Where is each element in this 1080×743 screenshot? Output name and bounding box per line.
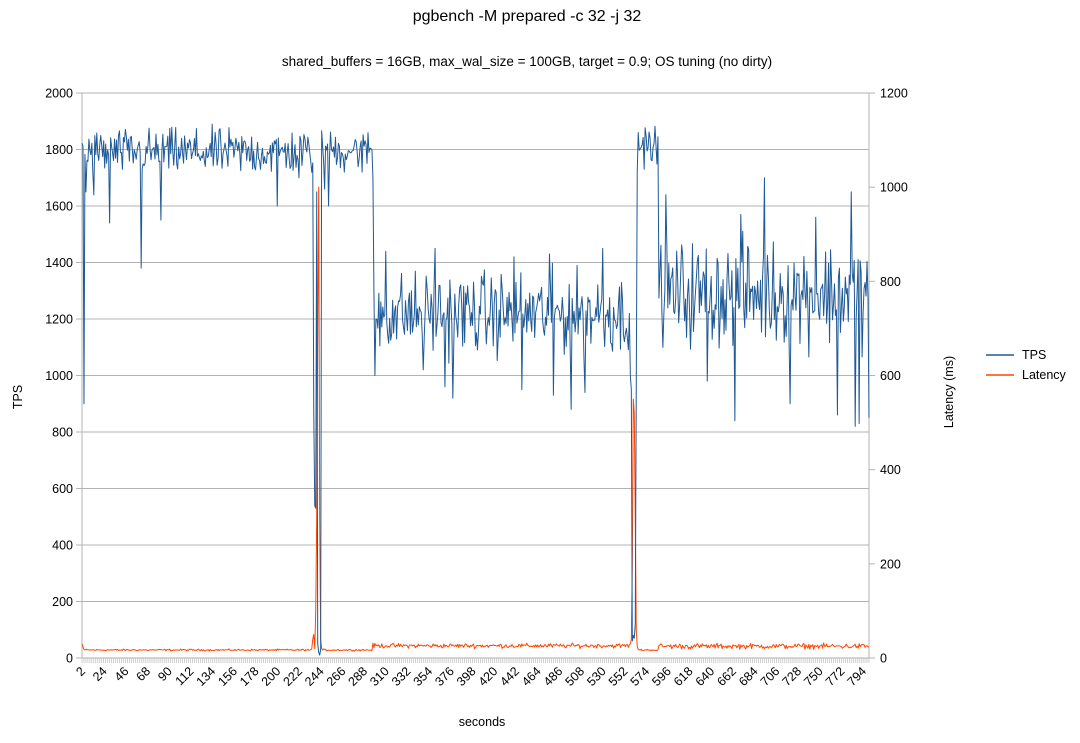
x-tick-label: 310 (367, 664, 392, 689)
y-right-tick-label: 400 (880, 463, 901, 477)
chart-title: pgbench -M prepared -c 32 -j 32 (413, 8, 642, 25)
y-axis-left: 0 200 400 600 800 1000 1200 1400 1600 1800 2000 (45, 87, 82, 666)
y-axis-left-title: TPS (11, 385, 25, 409)
legend: TPS Latency (986, 348, 1067, 382)
x-tick-label: 508 (562, 664, 587, 689)
x-tick-label: 442 (497, 664, 522, 689)
x-tick-label: 662 (714, 664, 739, 689)
x-tick-label: 574 (628, 664, 653, 689)
x-tick-label: 552 (606, 664, 631, 689)
x-tick-label: 376 (432, 664, 457, 689)
x-tick-label: 222 (280, 664, 305, 689)
x-tick-label: 112 (173, 664, 197, 688)
x-tick-label: 200 (259, 664, 284, 689)
grid-lines (82, 92, 869, 659)
x-tick-label: 156 (215, 664, 240, 689)
x-tick-label: 486 (541, 664, 566, 689)
x-tick-label: 244 (302, 664, 327, 689)
x-tick-label: 90 (155, 664, 175, 684)
x-tick-label: 728 (779, 664, 804, 689)
x-tick-label: 266 (324, 664, 349, 689)
x-tick-label: 134 (194, 664, 219, 689)
x-tick-label: 464 (519, 664, 544, 689)
y-left-tick-label: 1400 (45, 256, 73, 270)
y-left-tick-label: 1200 (45, 313, 73, 327)
y-left-tick-label: 1800 (45, 143, 73, 157)
y-right-tick-label: 800 (880, 275, 901, 289)
x-tick-label: 596 (649, 664, 674, 689)
y-left-tick-label: 200 (52, 595, 73, 609)
x-tick-label: 794 (845, 664, 870, 689)
x-axis: 2 24 46 68 901121341561782002222442662883103… (73, 658, 870, 689)
y-right-tick-label: 200 (880, 557, 901, 571)
x-tick-label: 332 (389, 664, 414, 689)
x-tick-label: 288 (346, 664, 371, 689)
y-left-tick-label: 2000 (45, 87, 73, 101)
x-tick-label: 354 (411, 664, 436, 689)
series-line-tps (81, 123, 870, 656)
x-tick-label: 178 (237, 664, 262, 689)
x-tick-label: 640 (693, 664, 718, 689)
series-line-latency (81, 186, 870, 652)
x-tick-label: 398 (454, 664, 479, 689)
y-left-tick-label: 600 (52, 482, 73, 496)
x-tick-label: 530 (584, 664, 609, 689)
y-left-tick-label: 0 (66, 652, 73, 666)
series-layer (81, 123, 870, 656)
y-left-tick-label: 800 (52, 426, 73, 440)
x-tick-label: 750 (801, 664, 826, 689)
y-left-tick-label: 1600 (45, 200, 73, 214)
x-tick-label: 420 (476, 664, 501, 689)
legend-label-tps: TPS (1022, 348, 1046, 362)
y-right-tick-label: 1000 (880, 181, 908, 195)
x-tick-label: 2 (73, 664, 88, 679)
x-axis-title: seconds (459, 715, 506, 729)
y-axis-right: 0 200 400 600 800 1000 1200 (869, 87, 908, 666)
x-tick-label: 684 (736, 664, 761, 689)
y-right-tick-label: 0 (880, 652, 887, 666)
legend-label-latency: Latency (1022, 368, 1067, 382)
x-tick-label: 618 (671, 664, 696, 689)
x-tick-label: 68 (133, 664, 153, 684)
x-tick-label: 772 (823, 664, 848, 689)
chart-subtitle: shared_buffers = 16GB, max_wal_size = 10… (282, 54, 772, 69)
y-axis-right-title: Latency (ms) (942, 356, 956, 428)
y-left-tick-label: 400 (52, 539, 73, 553)
x-tick-label: 46 (112, 664, 132, 684)
x-tick-label: 706 (758, 664, 783, 689)
y-right-tick-label: 600 (880, 369, 901, 383)
x-tick-label: 24 (90, 664, 110, 684)
y-left-tick-label: 1000 (45, 369, 73, 383)
y-right-tick-label: 1200 (880, 87, 908, 101)
